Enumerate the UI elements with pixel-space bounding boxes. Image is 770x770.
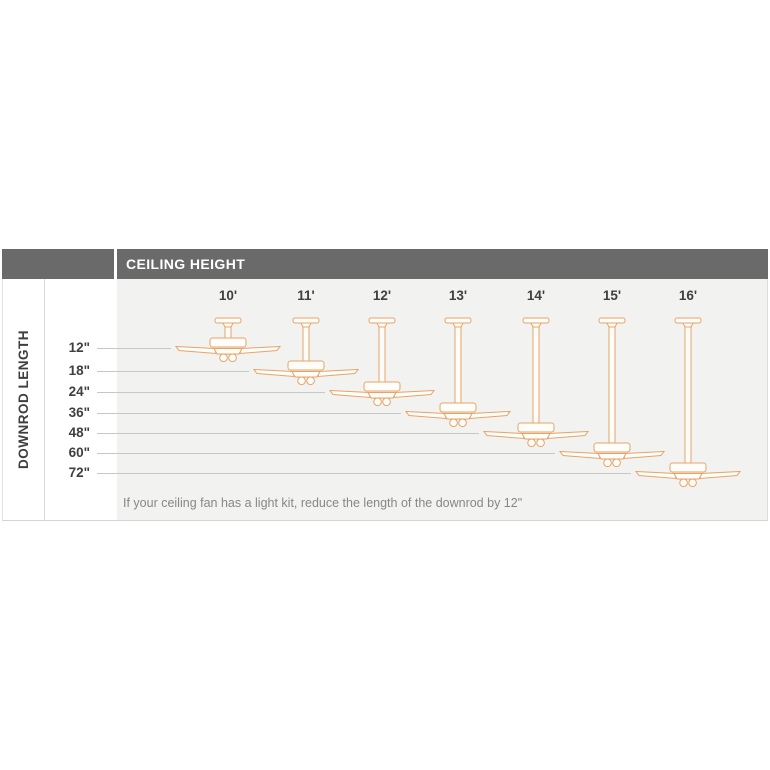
ceiling-fan-icon <box>482 317 590 448</box>
row-leader-line <box>97 371 249 372</box>
ceiling-height-column-label: 10' <box>218 288 238 303</box>
downrod-length-row-label: 24" <box>68 384 90 399</box>
ceiling-height-column-label: 12' <box>372 288 392 303</box>
light-kit-note: If your ceiling fan has a light kit, red… <box>123 496 523 510</box>
row-leader-line <box>97 348 171 349</box>
row-leader-line <box>97 453 555 454</box>
ceiling-height-header-label: CEILING HEIGHT <box>126 256 246 272</box>
ceiling-fan-icon <box>634 317 742 488</box>
downrod-length-row-label: 18" <box>68 363 90 378</box>
row-leader-line <box>97 413 401 414</box>
ceiling-fan-icon <box>404 317 512 428</box>
ceiling-fan-icon <box>252 317 360 386</box>
ceiling-fan-icon <box>174 317 282 363</box>
downrod-length-row-label: 36" <box>68 405 90 420</box>
ceiling-fan-icon <box>558 317 666 468</box>
ceiling-height-column-label: 16' <box>678 288 698 303</box>
row-leader-line <box>97 473 631 474</box>
ceiling-height-column-label: 11' <box>297 288 315 303</box>
header-bar-left-segment <box>2 249 114 279</box>
ceiling-height-column-label: 13' <box>448 288 468 303</box>
ceiling-height-column-label: 15' <box>602 288 622 303</box>
row-leader-line <box>97 433 479 434</box>
ceiling-height-column-label: 14' <box>526 288 546 303</box>
downrod-length-row-label: 60" <box>68 445 90 460</box>
downrod-length-row-label: 48" <box>68 425 90 440</box>
row-leader-line <box>97 392 325 393</box>
downrod-length-row-label: 12" <box>68 340 90 355</box>
fan-illustrations-layer <box>174 317 742 488</box>
downrod-length-chart: CEILING HEIGHT DOWNROD LENGTH 10' 11' 12' 1… <box>2 249 768 521</box>
downrod-length-axis-column: DOWNROD LENGTH <box>2 279 45 521</box>
row-labels-column <box>45 279 117 521</box>
header-bar: CEILING HEIGHT <box>117 249 768 279</box>
downrod-length-row-label: 72" <box>68 465 90 480</box>
ceiling-fan-icon <box>328 317 436 407</box>
